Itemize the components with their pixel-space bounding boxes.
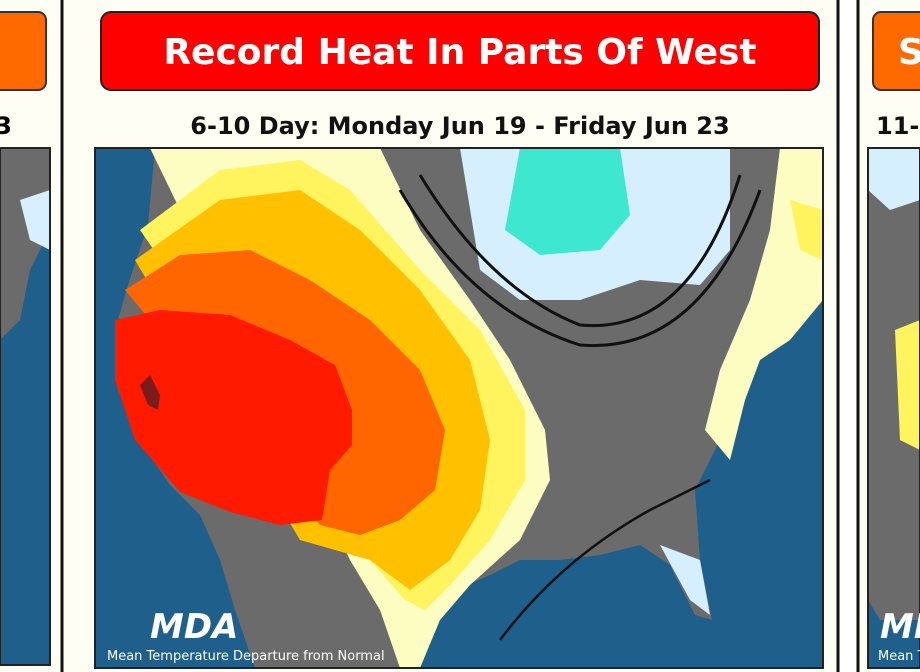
card-title: Record Heat In Parts Of West (163, 32, 756, 73)
map-caption: Mean Tempera (878, 649, 920, 664)
title-box (100, 11, 820, 91)
map (868, 148, 920, 668)
card-subtitle: 11- (876, 112, 919, 140)
card-subtitle: 6-10 Day: Monday Jun 19 - Friday Jun 23 (190, 112, 729, 140)
map-caption: Mean Temperature Departure from Normal (107, 649, 385, 664)
card-title: S (898, 32, 920, 73)
title-box (0, 11, 47, 91)
logo: MDA (880, 607, 920, 647)
map (95, 148, 823, 668)
title-box (872, 11, 920, 91)
card-subtitle: 3 (0, 112, 12, 140)
logo: MDA (150, 607, 238, 647)
map (0, 148, 50, 665)
